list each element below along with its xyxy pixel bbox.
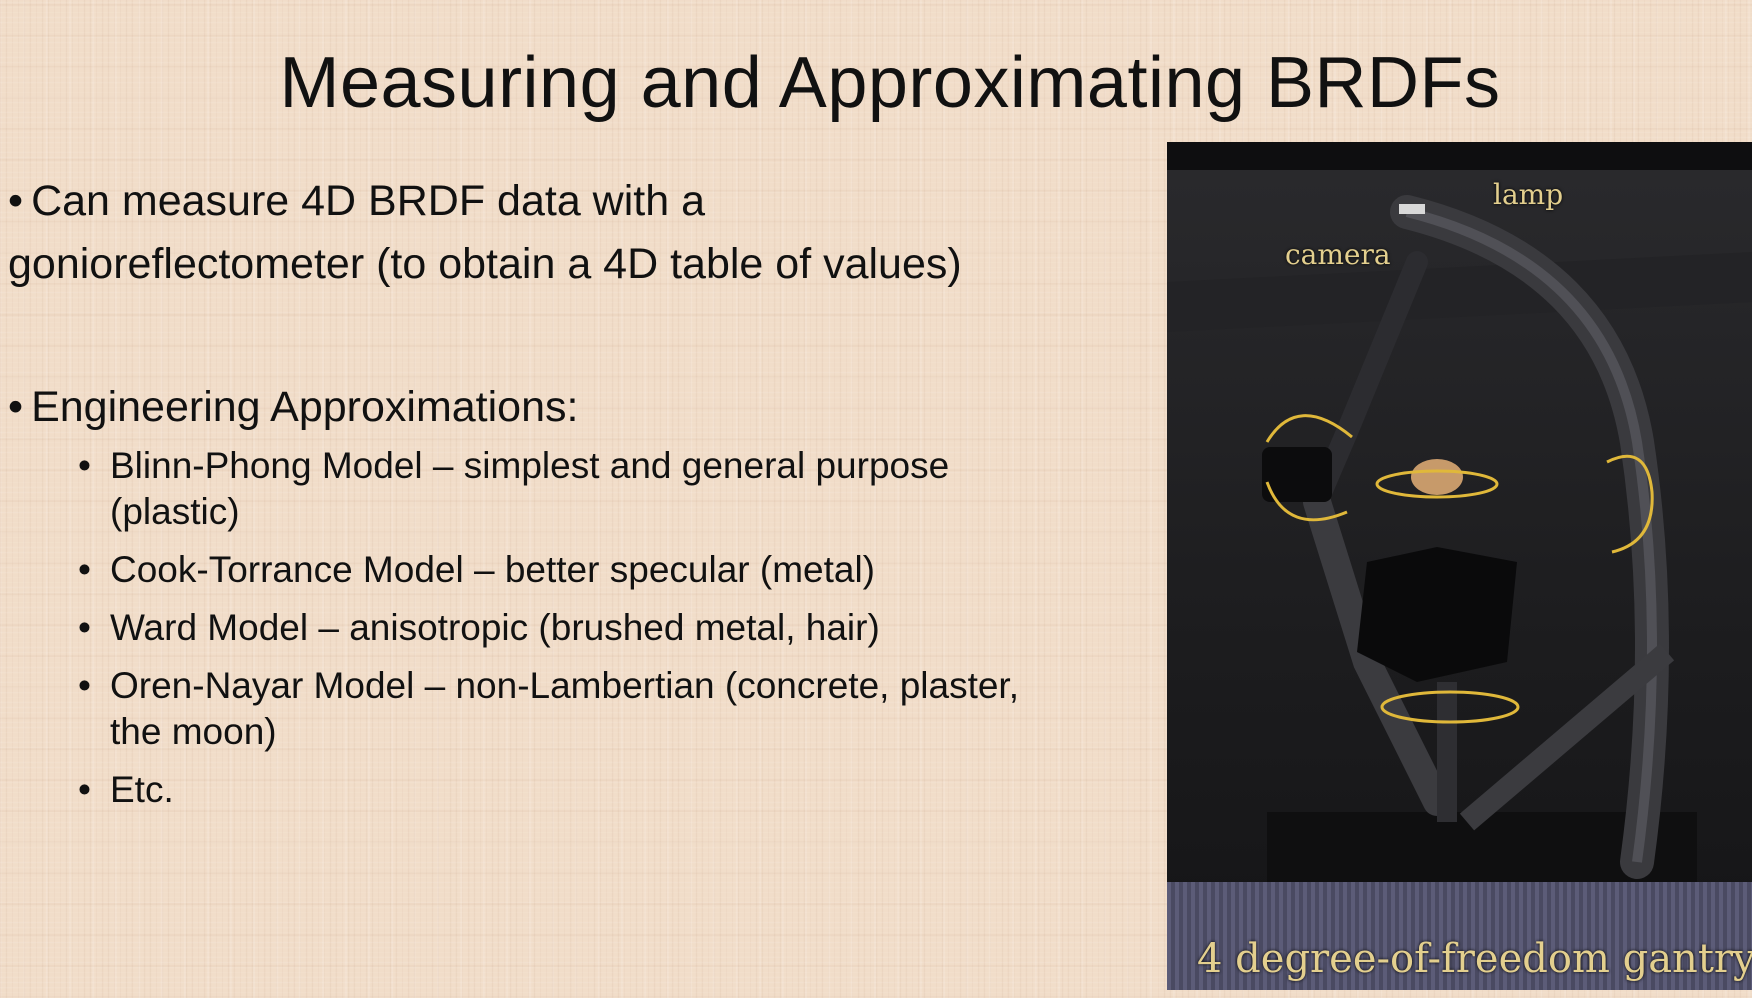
sub-bullet-line: Oren-Nayar Model – non-Lambertian (concr…	[110, 665, 1019, 706]
bullet-dot: •	[78, 665, 91, 706]
sub-bullet-line: (plastic)	[110, 491, 240, 532]
bullet-approximations-label: Engineering Approximations:	[31, 383, 579, 431]
rotation-arrow-camera-top	[1265, 414, 1353, 443]
sub-bullet-oren-nayar: • Oren-Nayar Model – non-Lambertian (con…	[8, 663, 1158, 755]
sub-bullet-ward: • Ward Model – anisotropic (brushed meta…	[8, 605, 1158, 651]
bullet-dot: •	[78, 445, 91, 486]
black-cloth	[1357, 547, 1517, 682]
sub-bullet-line: Cook-Torrance Model – better specular (m…	[110, 549, 875, 590]
sample-object	[1411, 459, 1463, 495]
bullet-dot: •	[78, 769, 91, 810]
diagonal-strut	[1459, 643, 1675, 831]
gantry-photo: lamp camera 4 degree-of-freedom gantry	[1167, 142, 1752, 990]
sub-bullet-line: Blinn-Phong Model – simplest and general…	[110, 445, 950, 486]
sub-bullet-line: the moon)	[110, 711, 277, 752]
sub-bullet-cook-torrance: • Cook-Torrance Model – better specular …	[8, 547, 1158, 593]
label-lamp: lamp	[1493, 178, 1564, 211]
rotation-ring-top	[1375, 469, 1499, 499]
slide-title: Measuring and Approximating BRDFs	[279, 43, 1501, 123]
bullet-dot: •	[8, 383, 24, 431]
gantry-illustration	[1167, 142, 1752, 990]
rotation-ring-bottom	[1380, 690, 1520, 724]
sub-bullet-line: Etc.	[110, 769, 174, 810]
bullet-measure: • Can measure 4D BRDF data with a goniore…	[8, 170, 1158, 296]
camera-head	[1262, 447, 1332, 502]
bullet-dot: •	[8, 177, 24, 225]
slide-body: • Can measure 4D BRDF data with a goniore…	[8, 170, 1158, 825]
label-camera: camera	[1285, 238, 1391, 271]
bullet-dot: •	[78, 549, 91, 590]
bullet-approximations: • Engineering Approximations:	[8, 376, 1158, 439]
photo-caption: 4 degree-of-freedom gantry	[1197, 936, 1752, 982]
approximation-list: • Blinn-Phong Model – simplest and gener…	[8, 443, 1158, 813]
lower-arm	[1303, 488, 1451, 816]
sub-bullet-blinn-phong: • Blinn-Phong Model – simplest and gener…	[8, 443, 1158, 535]
bullet-measure-line2: gonioreflectometer (to obtain a 4D table…	[8, 240, 962, 288]
lamp-head	[1399, 204, 1425, 214]
ceiling-beam	[1167, 142, 1752, 170]
rotation-arrow-camera-bottom	[1265, 481, 1348, 522]
carpet-floor	[1167, 882, 1752, 990]
center-post	[1437, 682, 1457, 822]
upper-shelf	[1167, 252, 1752, 332]
rotation-arrow-lamp	[1606, 454, 1654, 554]
bullet-dot: •	[78, 607, 91, 648]
sub-bullet-line: Ward Model – anisotropic (brushed metal,…	[110, 607, 880, 648]
sub-bullet-etc: • Etc.	[8, 767, 1158, 813]
bullet-measure-line1: Can measure 4D BRDF data with a	[31, 177, 706, 225]
gantry-arc-highlight	[1405, 207, 1657, 863]
